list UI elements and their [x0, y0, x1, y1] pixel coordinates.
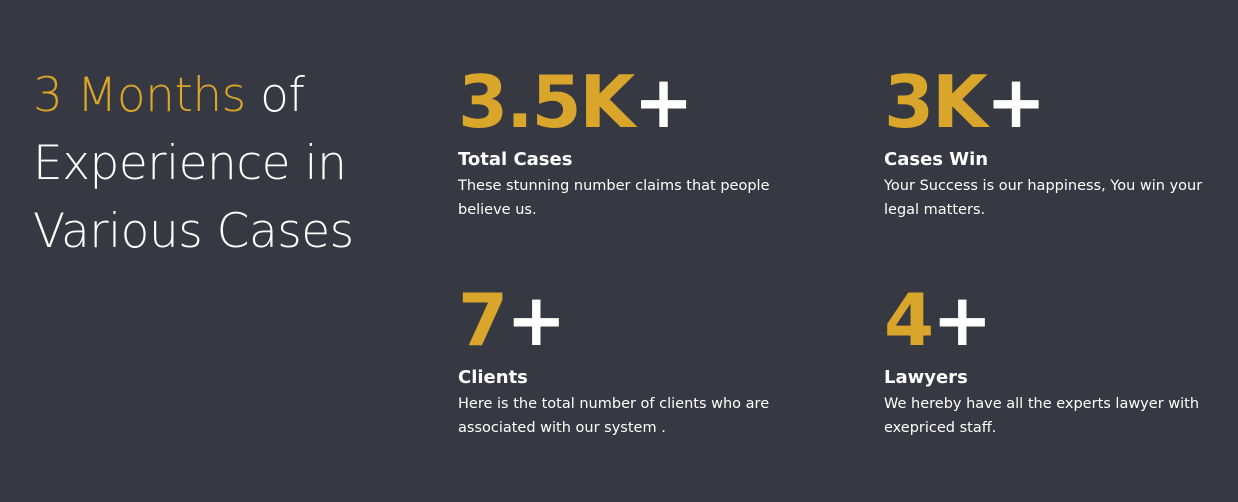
stat-title: Lawyers — [884, 367, 968, 388]
stat-value: 7 — [458, 278, 508, 362]
stat-value: 3.5K — [458, 60, 635, 144]
stat-value: 3K — [884, 60, 988, 144]
stat-suffix: + — [985, 60, 1046, 144]
headline-accent: 3 Months — [33, 68, 246, 123]
stat-description: We hereby have all the experts lawyer wi… — [884, 396, 1200, 436]
stat-clients: 7+ Clients Here is the total number of c… — [458, 280, 798, 440]
stat-description: Here is the total number of clients who … — [458, 396, 770, 436]
stat-description: These stunning number claims that people… — [458, 178, 770, 218]
stat-suffix: + — [506, 278, 566, 362]
stat-number: 4+ — [884, 280, 1224, 360]
stat-cases-win: 3K+ Cases Win Your Success is our happin… — [884, 62, 1224, 222]
headline-line3: Various Cases — [33, 204, 354, 259]
stat-title: Total Cases — [458, 149, 573, 170]
stat-suffix: + — [633, 60, 693, 144]
headline-line2: Experience in — [33, 136, 347, 191]
stat-suffix: + — [932, 278, 992, 362]
stat-number: 3.5K+ — [458, 62, 798, 142]
stat-number: 3K+ — [884, 62, 1224, 142]
stat-description: Your Success is our happiness, You win y… — [884, 178, 1203, 218]
headline-line1-rest: of — [245, 68, 305, 123]
stat-number: 7+ — [458, 280, 798, 360]
stat-total-cases: 3.5K+ Total Cases These stunning number … — [458, 62, 798, 222]
stat-lawyers: 4+ Lawyers We hereby have all the expert… — [884, 280, 1224, 440]
stat-title: Cases Win — [884, 149, 989, 170]
stat-title: Clients — [458, 367, 528, 388]
experience-headline: 3 Months of Experience in Various Cases — [33, 62, 433, 266]
stat-value: 4 — [884, 278, 934, 362]
